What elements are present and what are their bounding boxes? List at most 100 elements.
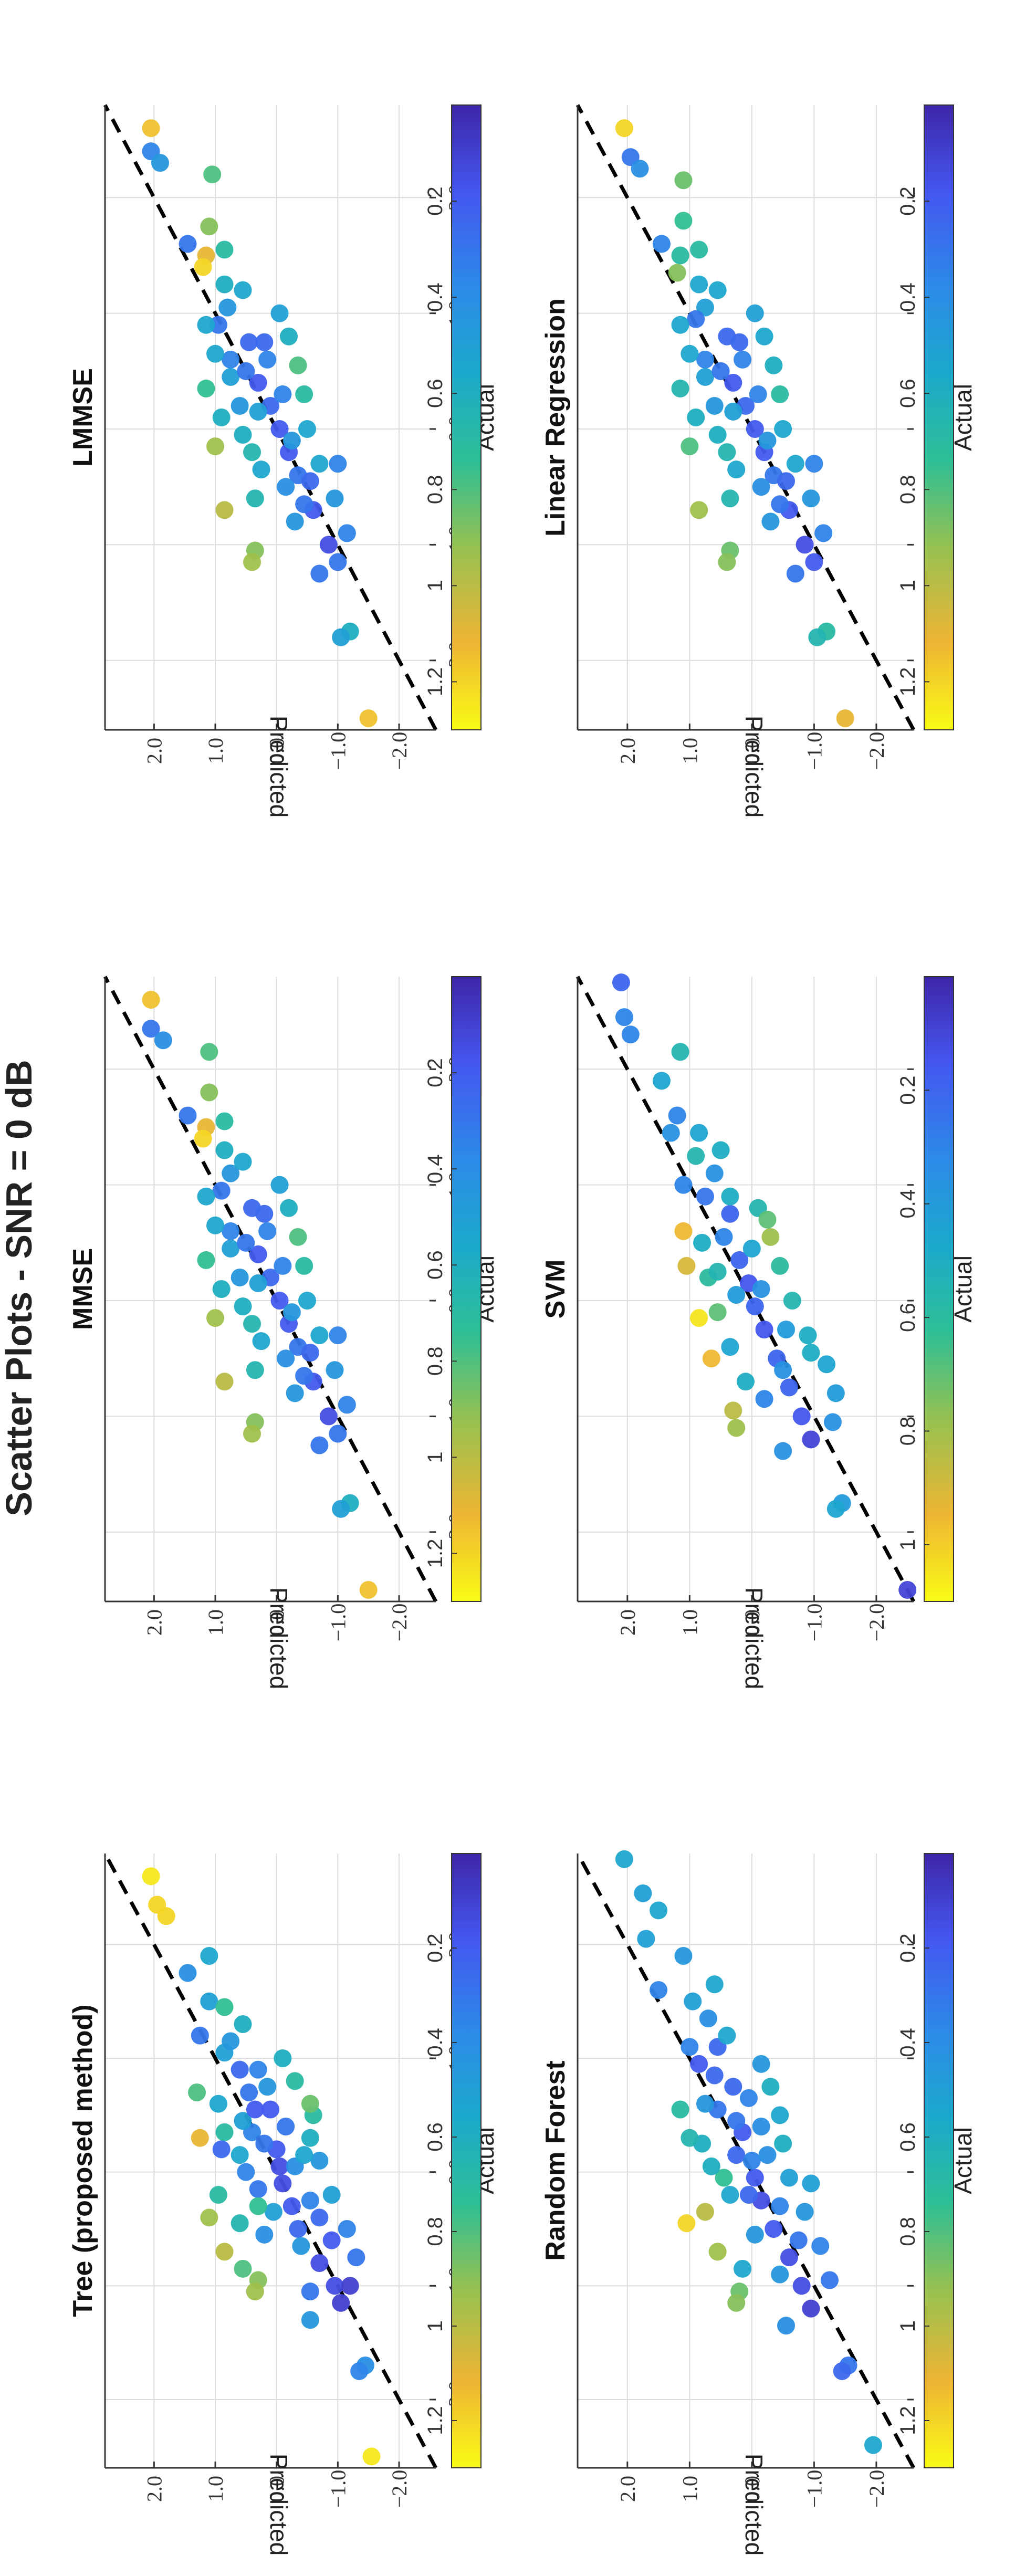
- data-point: [690, 2055, 708, 2073]
- data-point: [721, 1205, 739, 1223]
- data-point: [255, 1205, 274, 1223]
- y-tick-label: 0.0: [740, 2476, 764, 2502]
- data-point: [715, 2169, 733, 2187]
- data-point: [329, 1425, 347, 1443]
- data-point: [752, 2055, 770, 2073]
- data-point: [727, 2294, 746, 2312]
- data-point: [270, 1292, 289, 1310]
- data-point: [310, 2254, 329, 2272]
- data-point: [246, 489, 264, 508]
- scatter-panel: −2.0−1.00.01.02.0−2.0−1.00.01.02.0Actual…: [540, 104, 977, 818]
- data-point: [310, 564, 329, 583]
- y-tick-label: −2.0: [865, 1604, 888, 1642]
- colorbar-tick-label: 0.6: [424, 1250, 447, 1280]
- data-point: [332, 628, 350, 646]
- data-point: [215, 1112, 234, 1130]
- data-point: [674, 212, 693, 230]
- data-point: [690, 275, 708, 294]
- data-point: [805, 553, 823, 571]
- data-point: [255, 2225, 274, 2244]
- figure-title: Scatter Plots - SNR = 0 dB: [0, 1060, 39, 1516]
- data-point: [231, 2214, 249, 2233]
- y-axis-label: Predicted: [265, 716, 292, 818]
- data-point: [746, 2225, 764, 2244]
- y-tick-label: 2.0: [616, 738, 640, 764]
- y-tick-label: 0.0: [740, 738, 764, 764]
- data-point: [833, 2362, 851, 2380]
- data-point: [237, 362, 255, 380]
- data-point: [755, 1390, 773, 1408]
- data-point: [699, 2009, 717, 2028]
- data-point: [222, 1239, 240, 1258]
- y-tick-label: 1.0: [204, 2476, 227, 2502]
- y-tick-label: −1.0: [802, 732, 826, 770]
- panel-title: Tree (proposed method): [68, 2004, 98, 2317]
- data-point: [319, 1407, 338, 1426]
- data-point: [771, 495, 789, 514]
- y-axis-label: Predicted: [740, 716, 768, 818]
- data-point: [786, 455, 804, 473]
- data-point: [650, 1901, 668, 1920]
- colorbar-tick-label: 1.2: [424, 667, 447, 697]
- data-point: [237, 1233, 255, 1252]
- data-point: [200, 1043, 218, 1061]
- data-point: [298, 1292, 316, 1310]
- data-point: [243, 443, 261, 462]
- data-point: [777, 2317, 796, 2335]
- data-point: [681, 2129, 699, 2147]
- data-point: [234, 1153, 252, 1171]
- data-point: [671, 246, 689, 265]
- colorbar-tick-label: 1: [896, 580, 919, 591]
- data-point: [711, 1141, 730, 1159]
- data-point: [702, 1349, 720, 1368]
- data-point: [802, 1344, 820, 1362]
- data-point: [727, 1286, 746, 1304]
- y-tick-label: 2.0: [142, 2476, 166, 2502]
- y-tick-label: −1.0: [326, 1604, 350, 1642]
- data-point: [677, 1256, 696, 1275]
- data-point: [684, 1992, 702, 2010]
- data-point: [197, 1187, 215, 1206]
- data-point: [243, 1315, 261, 1333]
- data-point: [752, 1280, 770, 1298]
- colorbar-tick-label: 0.6: [424, 379, 447, 408]
- y-axis-label: Predicted: [740, 2454, 768, 2556]
- data-point: [771, 385, 789, 403]
- data-point: [264, 2203, 282, 2221]
- data-point: [771, 2106, 789, 2124]
- data-point: [826, 1384, 845, 1402]
- data-point: [821, 2271, 839, 2289]
- data-point: [280, 1199, 298, 1217]
- data-point: [727, 2112, 746, 2130]
- data-point: [215, 2123, 234, 2141]
- data-point: [811, 2237, 830, 2255]
- data-point: [310, 1326, 329, 1345]
- data-point: [724, 1401, 742, 1420]
- data-point: [197, 316, 215, 334]
- data-point: [765, 356, 783, 374]
- data-point: [179, 1106, 197, 1125]
- colorbar: [451, 1853, 482, 2468]
- colorbar-tick-label: 0.4: [896, 1189, 919, 1219]
- y-tick-label: −2.0: [865, 732, 888, 770]
- data-point: [151, 154, 169, 172]
- data-point: [249, 1245, 267, 1263]
- data-point: [898, 1580, 917, 1599]
- data-point: [668, 1106, 686, 1125]
- data-point: [746, 1297, 764, 1316]
- colorbar: [924, 1853, 954, 2468]
- data-point: [708, 426, 727, 444]
- data-point: [783, 1292, 801, 1310]
- data-point: [705, 2066, 724, 2085]
- data-point: [708, 2243, 727, 2261]
- data-point: [286, 1384, 304, 1402]
- colorbar: [451, 976, 482, 1602]
- data-point: [746, 2169, 764, 2187]
- data-point: [705, 1164, 724, 1182]
- data-point: [234, 2259, 252, 2278]
- reference-line: [103, 1852, 438, 2469]
- data-point: [702, 2157, 720, 2175]
- data-point: [771, 2197, 789, 2215]
- data-point: [258, 350, 277, 369]
